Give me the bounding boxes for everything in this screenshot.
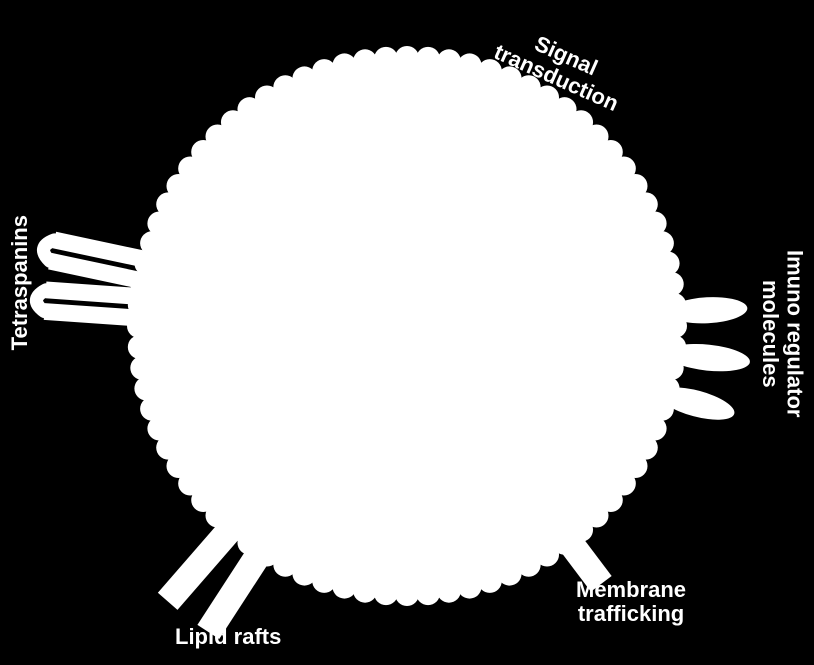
exosome-diagram xyxy=(0,0,814,665)
label-lipid-rafts: Lipid rafts xyxy=(175,625,281,649)
label-membrane-trafficking: Membrane trafficking xyxy=(576,578,686,626)
label-immuno-regulator: Imuno regulator molecules xyxy=(758,250,806,417)
label-tetraspanins: Tetraspanins xyxy=(8,215,32,350)
